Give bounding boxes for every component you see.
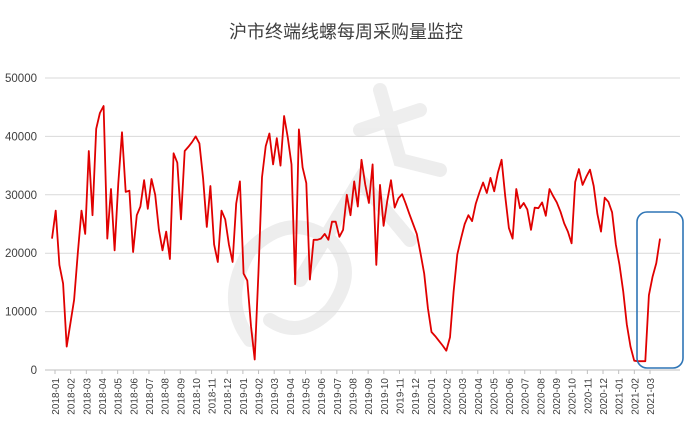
watermark-logo (228, 83, 447, 347)
x-tick-label: 2018-09 (176, 378, 187, 415)
series-layer (51, 105, 661, 363)
y-axis-ticks: 0 10000 20000 30000 40000 50000 (5, 73, 37, 377)
x-tick-label: 2020-04 (474, 378, 485, 415)
x-tick-label: 2019-10 (380, 378, 391, 415)
x-tick-label: 2018-02 (67, 378, 78, 415)
x-tick-label: 2018-04 (98, 378, 109, 415)
x-tick-label: 2020-11 (583, 378, 594, 414)
series-line (51, 105, 661, 363)
x-tick-label: 2018-11 (208, 378, 219, 414)
chart-title: 沪市终端线螺每周采购量监控 (229, 22, 463, 43)
x-tick-label: 2020-08 (536, 378, 547, 415)
x-tick-label: 2018-01 (51, 378, 62, 415)
x-tick-label: 2018-07 (145, 378, 156, 415)
x-tick-label: 2020-02 (442, 378, 453, 415)
y-tick-label: 0 (31, 365, 37, 377)
x-tick-label: 2019-07 (333, 378, 344, 415)
x-tick-label: 2018-03 (82, 378, 93, 415)
y-tick-label: 10000 (5, 307, 37, 319)
y-tick-label: 40000 (5, 131, 37, 143)
x-tick-label: 2021-01 (615, 378, 626, 415)
y-tick-label: 30000 (5, 190, 37, 202)
x-tick-label: 2020-09 (552, 378, 563, 415)
x-tick-label: 2019-01 (239, 378, 250, 415)
y-tick-label: 50000 (5, 73, 37, 85)
x-tick-label: 2020-03 (458, 378, 469, 415)
x-tick-label: 2019-03 (270, 378, 281, 415)
x-axis-ticks: 2018-01 2018-02 2018-03 2018-04 2018-05 2018-… (51, 370, 657, 415)
x-tick-label: 2020-12 (599, 378, 610, 415)
x-tick-label: 2020-10 (568, 378, 579, 415)
y-tick-label: 20000 (5, 248, 37, 260)
x-tick-label: 2018-12 (223, 378, 234, 415)
x-tick-label: 2019-05 (302, 378, 313, 415)
x-tick-label: 2021-02 (630, 378, 641, 415)
x-tick-label: 2019-12 (411, 378, 422, 415)
x-tick-label: 2018-08 (161, 378, 172, 415)
x-tick-label: 2020-06 (505, 378, 516, 415)
x-tick-label: 2020-05 (489, 378, 500, 415)
x-tick-label: 2019-04 (286, 378, 297, 415)
x-tick-label: 2019-09 (364, 378, 375, 415)
x-tick-label: 2020-07 (521, 378, 532, 415)
x-tick-label: 2018-10 (192, 378, 203, 415)
x-tick-label: 2018-06 (129, 378, 140, 415)
x-tick-label: 2019-11 (395, 378, 406, 414)
x-tick-label: 2019-08 (349, 378, 360, 415)
x-tick-label: 2019-02 (255, 378, 266, 415)
highlight-annotation-box (636, 211, 684, 369)
x-tick-label: 2019-06 (317, 378, 328, 415)
x-tick-label: 2021-03 (646, 378, 657, 415)
grid-lines (45, 77, 680, 313)
x-tick-label: 2018-05 (114, 378, 125, 415)
x-tick-label: 2020-01 (427, 378, 438, 415)
